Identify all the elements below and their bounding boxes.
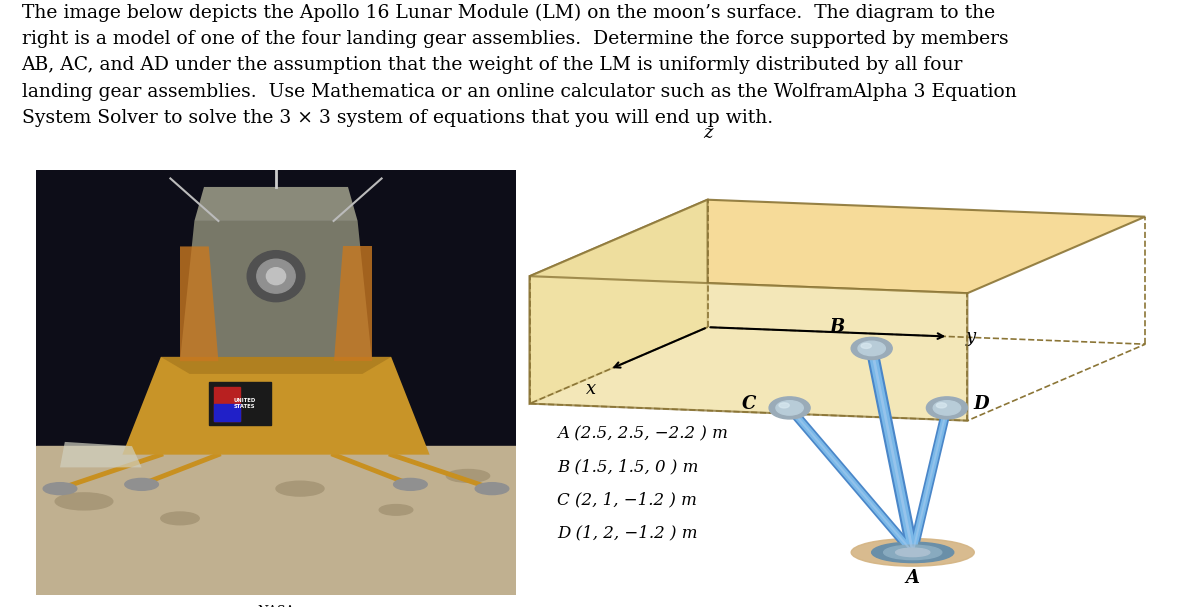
Ellipse shape <box>276 481 324 496</box>
Bar <box>214 387 240 421</box>
Text: x: x <box>586 380 596 398</box>
Ellipse shape <box>257 259 295 293</box>
Polygon shape <box>161 357 391 374</box>
Ellipse shape <box>55 493 113 510</box>
Text: D (1, 2, −1.2 ) m: D (1, 2, −1.2 ) m <box>557 524 697 541</box>
Polygon shape <box>180 246 218 361</box>
Bar <box>214 404 240 421</box>
Polygon shape <box>180 221 372 361</box>
Bar <box>36 446 516 595</box>
Text: B: B <box>830 318 845 336</box>
Ellipse shape <box>125 478 158 490</box>
Polygon shape <box>529 276 967 421</box>
Ellipse shape <box>446 470 490 482</box>
Ellipse shape <box>926 397 967 419</box>
Polygon shape <box>334 246 372 361</box>
Text: y: y <box>965 328 976 345</box>
Bar <box>36 170 516 459</box>
Ellipse shape <box>862 344 871 348</box>
Ellipse shape <box>776 401 803 415</box>
Text: z: z <box>703 124 713 142</box>
Polygon shape <box>194 187 358 221</box>
Ellipse shape <box>161 512 199 524</box>
Polygon shape <box>529 200 1145 293</box>
Polygon shape <box>60 442 142 467</box>
Ellipse shape <box>379 504 413 515</box>
Text: C: C <box>742 395 756 413</box>
Ellipse shape <box>895 548 930 557</box>
Text: D: D <box>973 395 989 413</box>
Ellipse shape <box>266 268 286 285</box>
Polygon shape <box>529 200 708 404</box>
Ellipse shape <box>262 140 290 157</box>
Ellipse shape <box>871 542 954 563</box>
Ellipse shape <box>475 483 509 495</box>
Ellipse shape <box>851 538 974 566</box>
Ellipse shape <box>769 397 810 419</box>
Text: C (2, 1, −1.2 ) m: C (2, 1, −1.2 ) m <box>557 491 697 508</box>
Ellipse shape <box>858 341 886 356</box>
Polygon shape <box>122 357 430 455</box>
Ellipse shape <box>247 251 305 302</box>
Bar <box>209 382 271 425</box>
Ellipse shape <box>851 337 893 359</box>
Ellipse shape <box>934 401 961 415</box>
Text: The image below depicts the Apollo 16 Lunar Module (LM) on the moon’s surface.  : The image below depicts the Apollo 16 Lu… <box>22 3 1016 127</box>
Ellipse shape <box>936 403 947 408</box>
Text: A: A <box>906 569 919 587</box>
Text: B (1.5, 1.5, 0 ) m: B (1.5, 1.5, 0 ) m <box>557 458 698 475</box>
Ellipse shape <box>43 483 77 495</box>
Ellipse shape <box>394 478 427 490</box>
Ellipse shape <box>779 403 790 408</box>
Ellipse shape <box>883 545 942 560</box>
Text: UNITED
STATES: UNITED STATES <box>234 398 256 409</box>
Text: NASA: NASA <box>257 605 295 607</box>
Text: A (2.5, 2.5, −2.2 ) m: A (2.5, 2.5, −2.2 ) m <box>557 425 728 442</box>
